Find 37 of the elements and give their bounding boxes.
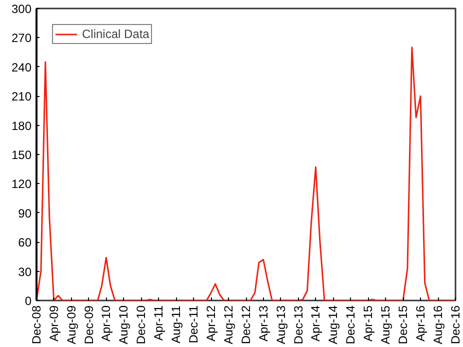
- x-tick-label: Aug-15: [378, 305, 393, 344]
- y-tick-label: 180: [11, 118, 32, 133]
- x-tick-label: Dec-10: [134, 305, 148, 344]
- legend-label: Clinical Data: [82, 27, 150, 41]
- x-tick-label: Aug-13: [274, 305, 288, 344]
- x-tick-label: Apr-16: [414, 305, 428, 342]
- x-tick-label: Aug-10: [116, 305, 131, 344]
- x-tick-label: Dec-15: [396, 305, 410, 344]
- y-tick-label: 30: [18, 264, 32, 279]
- y-tick-label: 270: [11, 31, 32, 46]
- x-tick-label: Apr-11: [152, 305, 166, 341]
- x-tick-label: Dec-09: [82, 305, 96, 344]
- x-tick-label: Apr-13: [256, 305, 270, 342]
- x-tick-label: Dec-13: [291, 305, 306, 344]
- y-tick-label: 0: [24, 294, 32, 308]
- y-tick-label: 210: [11, 90, 32, 104]
- y-tick-label: 240: [11, 60, 32, 74]
- x-tick-label: Dec-11: [186, 305, 201, 344]
- y-tick-label: 120: [11, 177, 32, 192]
- y-tick-label: 60: [18, 236, 32, 250]
- x-tick-label: Apr-12: [204, 305, 218, 342]
- x-tick-label: Aug-16: [431, 305, 446, 344]
- y-tick-label: 300: [11, 2, 32, 16]
- x-tick-label: Aug-12: [222, 305, 236, 344]
- y-tick-label: 90: [18, 206, 32, 220]
- y-tick-label: 150: [11, 148, 32, 162]
- x-tick-label: Dec-14: [344, 305, 358, 344]
- x-tick-label: Dec-12: [239, 305, 253, 344]
- x-tick-label: Apr-14: [308, 305, 323, 342]
- x-tick-label: Dec-08: [30, 305, 44, 344]
- x-tick-label: Aug-11: [169, 305, 184, 344]
- x-tick-label: Apr-09: [46, 305, 61, 342]
- x-tick-label: Aug-14: [326, 305, 340, 344]
- x-tick-label: Dec-16: [448, 305, 462, 344]
- x-tick-label: Apr-15: [361, 305, 376, 342]
- x-tick-label: Aug-09: [64, 305, 78, 344]
- x-tick-label: Apr-10: [99, 305, 114, 342]
